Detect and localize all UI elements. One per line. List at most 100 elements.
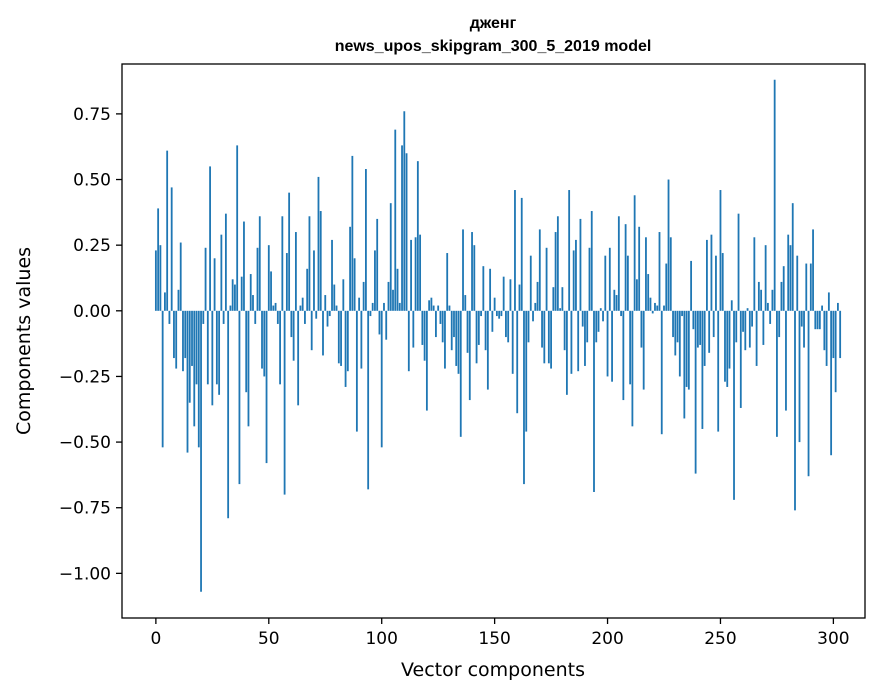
bar-283: [794, 310, 796, 511]
bar-200: [606, 310, 609, 377]
bar-228: [669, 237, 672, 311]
bar-133: [455, 310, 458, 366]
chart-title: дженг: [470, 15, 517, 32]
bar-121: [428, 300, 431, 311]
bar-22: [204, 247, 207, 311]
bar-150: [493, 297, 496, 311]
bar-16: [191, 310, 193, 366]
bar-67: [306, 268, 309, 311]
bar-211: [631, 310, 634, 427]
bar-201: [608, 247, 611, 311]
bar-176: [552, 287, 555, 311]
bar-42: [249, 274, 252, 311]
bar-282: [791, 203, 794, 311]
bar-159: [514, 190, 516, 311]
bar-294: [818, 310, 821, 330]
bar-209: [626, 255, 629, 311]
bar-177: [554, 232, 557, 311]
bar-35: [234, 284, 236, 311]
bar-158: [511, 310, 514, 374]
bar-246: [710, 234, 713, 311]
x-axis-ticks: 0 50 100 150 200 250 300: [150, 618, 850, 649]
bar-71: [315, 310, 318, 319]
bar-273: [771, 289, 774, 311]
y-tick-label: 0.25: [73, 236, 111, 256]
bar-25: [211, 310, 214, 406]
bar-278: [782, 266, 785, 311]
bar-141: [473, 245, 476, 311]
bar-149: [491, 310, 494, 332]
bar-218: [647, 274, 650, 311]
bar-112: [407, 310, 410, 372]
bar-23: [206, 310, 209, 385]
bar-166: [529, 255, 532, 311]
y-tick-label: −0.25: [59, 367, 111, 387]
bar-61: [292, 310, 295, 361]
bar-136: [462, 229, 464, 311]
bar-165: [527, 310, 530, 343]
x-tick-label: 150: [478, 629, 510, 649]
bar-101: [383, 302, 385, 311]
bar-212: [633, 195, 636, 311]
bar-270: [764, 245, 767, 311]
bar-77: [328, 310, 331, 317]
bar-219: [649, 297, 652, 311]
bar-153: [500, 310, 503, 317]
bar-33: [229, 305, 232, 311]
bar-104: [389, 203, 392, 311]
bar-146: [484, 310, 487, 351]
bar-266: [755, 310, 758, 366]
bar-298: [827, 292, 830, 311]
bar-231: [676, 310, 679, 343]
bar-129: [446, 253, 449, 311]
bar-123: [432, 305, 435, 311]
bar-229: [672, 310, 674, 338]
bar-90: [358, 297, 361, 311]
bar-29: [220, 234, 223, 311]
bar-11: [179, 242, 182, 311]
bars-group: [154, 79, 842, 592]
bar-46: [258, 216, 261, 311]
bar-222: [656, 305, 659, 311]
bar-179: [559, 308, 562, 311]
bar-63: [297, 310, 300, 406]
bar-106: [394, 129, 397, 311]
x-tick-label: 0: [150, 629, 161, 649]
bar-285: [798, 310, 801, 443]
bar-180: [561, 287, 564, 311]
bar-54: [276, 310, 279, 324]
bar-98: [376, 218, 379, 311]
bar-254: [728, 310, 731, 369]
bar-190: [584, 310, 586, 366]
bar-110: [403, 111, 406, 311]
bar-187: [577, 310, 580, 372]
bar-167: [532, 310, 534, 322]
bar-238: [692, 310, 695, 330]
bar-116: [416, 161, 419, 311]
bar-132: [453, 310, 455, 338]
bar-262: [746, 308, 749, 311]
bar-12: [182, 310, 184, 372]
bar-144: [480, 310, 482, 317]
bar-197: [599, 308, 602, 311]
bar-147: [486, 310, 489, 390]
x-tick-label: 200: [591, 629, 623, 649]
bar-83: [342, 279, 345, 311]
bar-115: [414, 237, 417, 311]
bar-171: [541, 310, 543, 348]
bar-236: [687, 310, 690, 390]
bar-1: [157, 208, 160, 311]
bar-300: [832, 310, 835, 359]
bar-174: [547, 310, 550, 364]
bar-114: [412, 310, 415, 348]
bar-105: [392, 289, 394, 311]
bar-251: [721, 253, 724, 311]
bar-198: [602, 310, 604, 322]
bar-4: [164, 292, 166, 311]
bar-62: [294, 232, 297, 311]
bar-193: [590, 211, 593, 311]
bar-297: [825, 310, 828, 366]
y-tick-label: −0.50: [59, 433, 111, 453]
bar-82: [340, 310, 342, 366]
bar-76: [326, 310, 329, 327]
